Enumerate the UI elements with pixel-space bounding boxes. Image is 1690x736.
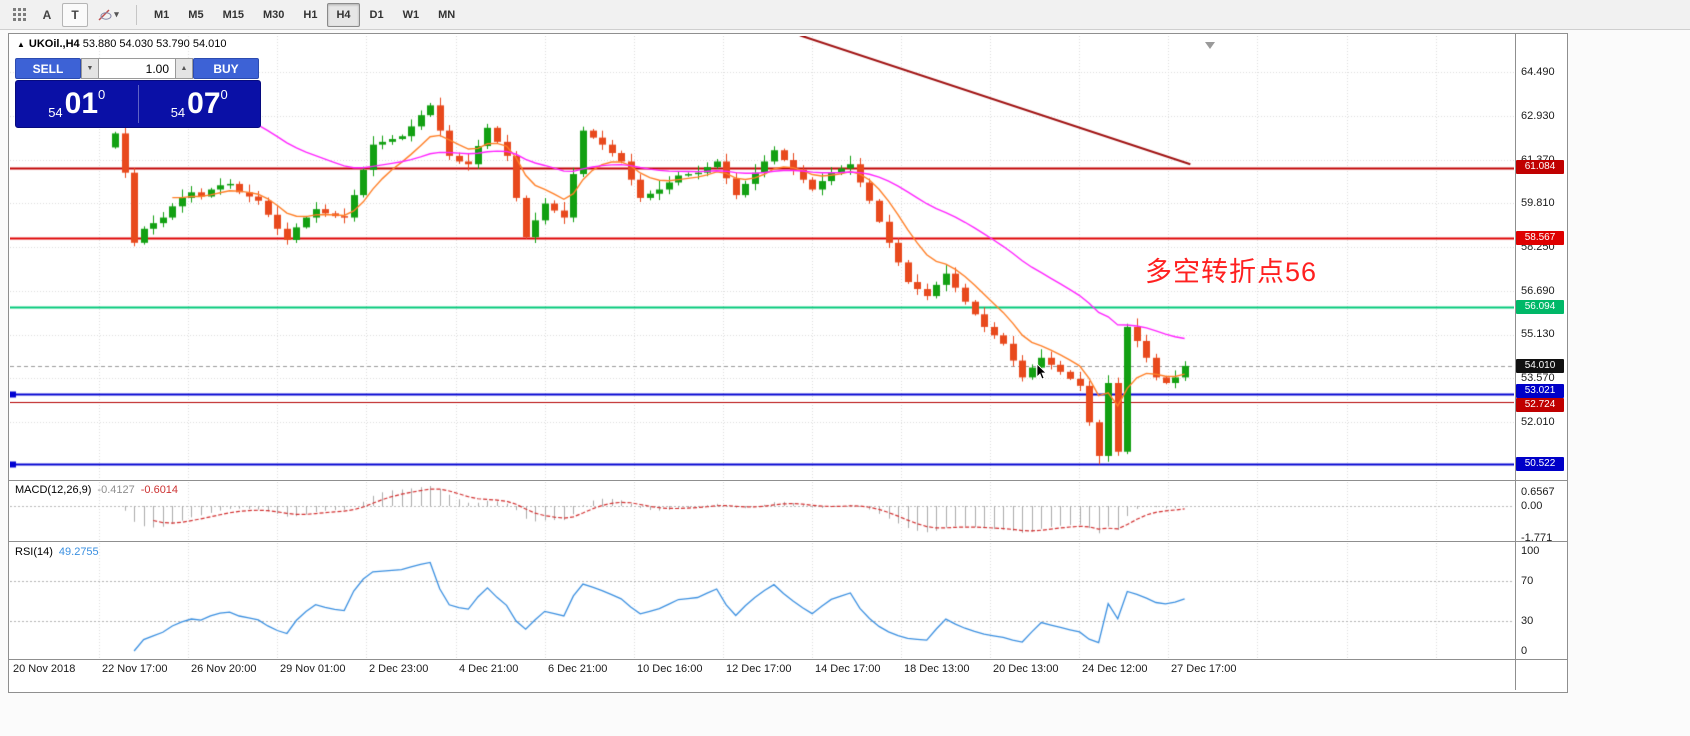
chevron-down-icon: ▾ [114,9,119,19]
time-tick: 20 Dec 13:00 [993,663,1059,675]
time-tick: 24 Dec 12:00 [1082,663,1148,675]
tf-button-m30[interactable]: M30 [262,8,285,21]
price-tag: 54.010 [1516,359,1564,373]
price-tick: 59.810 [1521,197,1555,209]
bid-small-digits: 54 [48,105,63,120]
time-tick: 12 Dec 17:00 [726,663,792,675]
spin-up-icon: ▲ [180,65,188,72]
rsi-canvas[interactable] [10,543,1514,658]
bid-pip-digit: 0 [98,87,106,102]
price-tick: 62.930 [1521,110,1555,122]
time-tick: 29 Nov 01:00 [280,663,346,675]
price-tick: 55.130 [1521,328,1555,340]
macd-axis-max: 0.6567 [1521,486,1555,498]
price-tag: 53.021 [1516,384,1564,398]
chart-text-annotation: 多空转折点56 [1145,257,1318,287]
price-tick: 56.690 [1521,285,1555,297]
tf-button-d1[interactable]: D1 [369,8,384,21]
time-tick: 27 Dec 17:00 [1171,663,1237,675]
macd-axis-min: -1.771 [1521,532,1553,544]
time-tick: 20 Nov 2018 [13,663,76,675]
text-tool-button[interactable]: T [62,2,88,27]
price-axis-separator [1515,34,1516,690]
tf-button-m5[interactable]: M5 [188,8,204,21]
price-tag: 50.522 [1516,457,1564,471]
time-tick: 6 Dec 21:00 [548,663,608,675]
arrow-tool-button[interactable]: A [34,3,60,27]
tf-button-h4[interactable]: H4 [327,2,360,27]
price-tag: 58.567 [1516,231,1564,245]
price-tag: 52.724 [1516,398,1564,412]
tf-button-m15[interactable]: M15 [222,8,244,21]
rsi-axis-70: 70 [1521,575,1534,587]
volume-input[interactable] [99,58,175,79]
top-toolbar: A T ▾ M1 M5 M15 M30 H1 H4 D1 W1 MN [0,0,1690,30]
symbol-timeframe-label: UKOil.,H4 [28,38,80,50]
ohlc-values: 53.880 54.030 53.790 54.010 [82,38,227,50]
shapes-tool-icon [98,9,112,21]
bid-big-digits: 01 [64,87,99,120]
text-tool-icon: T [71,7,79,22]
macd-main-value: -0.4127 [97,484,135,496]
time-tick: 26 Nov 20:00 [191,663,257,675]
tf-button-w1[interactable]: W1 [402,8,420,21]
rsi-label: RSI(14) [15,546,53,558]
price-tick: 52.010 [1521,416,1555,428]
ask-quote[interactable]: 54 07 0 [139,81,261,127]
rsi-axis-0: 0 [1521,645,1528,657]
ask-big-digits: 07 [187,87,221,120]
macd-signal-value: -0.6014 [140,484,179,496]
rsi-label-row: RSI(14) 49.2755 [15,546,99,558]
grid-tool-button[interactable] [6,3,32,27]
time-tick: 10 Dec 16:00 [637,663,703,675]
price-tag: 61.084 [1516,160,1564,174]
tf-button-m1[interactable]: M1 [154,8,170,21]
pane-separator[interactable] [9,480,1567,481]
ask-pip-digit: 0 [220,87,228,102]
macd-label-row: MACD(12,26,9) -0.4127 -0.6014 [15,484,178,496]
time-tick: 18 Dec 13:00 [904,663,970,675]
price-tick: 64.490 [1521,66,1555,78]
time-tick: 14 Dec 17:00 [815,663,881,675]
time-tick: 2 Dec 23:00 [369,663,429,675]
quote-divider [137,85,139,123]
chart-shift-marker[interactable] [1205,42,1215,49]
price-tag: 56.094 [1516,300,1564,314]
chart-window: ▲ UKOil.,H4 53.880 54.030 53.790 54.010 S… [8,33,1568,693]
grid-icon [12,8,26,21]
bid-quote[interactable]: 54 01 0 [16,81,138,127]
macd-axis-zero: 0.00 [1521,500,1543,512]
buy-button[interactable]: BUY [193,58,259,79]
rsi-value: 49.2755 [58,546,99,558]
mouse-cursor [1037,364,1047,380]
volume-decrease-button[interactable]: ▼ [81,58,99,79]
volume-increase-button[interactable]: ▲ [175,58,193,79]
tf-button-mn[interactable]: MN [438,8,456,21]
chart-title: ▲ UKOil.,H4 53.880 54.030 53.790 54.010 [17,38,226,50]
tf-button-h1[interactable]: H1 [303,8,318,21]
macd-canvas[interactable] [10,482,1514,540]
letter-a-icon: A [42,7,52,22]
one-click-trading-panel: SELL ▼ ▲ BUY 54 01 0 54 07 0 [15,58,261,128]
ask-small-digits: 54 [170,105,186,120]
quote-panel: 54 01 0 54 07 0 [15,80,261,128]
price-tick: 53.570 [1521,372,1555,384]
time-axis-separator [9,659,1567,660]
toolbar-separator [136,4,137,25]
pane-separator[interactable] [9,541,1567,542]
time-tick: 22 Nov 17:00 [102,663,168,675]
spin-down-icon: ▼ [86,65,94,72]
time-tick: 4 Dec 21:00 [459,663,519,675]
macd-label: MACD(12,26,9) [15,484,92,496]
sell-button[interactable]: SELL [15,58,81,79]
rsi-axis-100: 100 [1521,545,1540,557]
expand-arrow-icon: ▲ [17,40,25,49]
shapes-tool-dropdown[interactable]: ▾ [90,3,126,27]
rsi-axis-30: 30 [1521,615,1534,627]
